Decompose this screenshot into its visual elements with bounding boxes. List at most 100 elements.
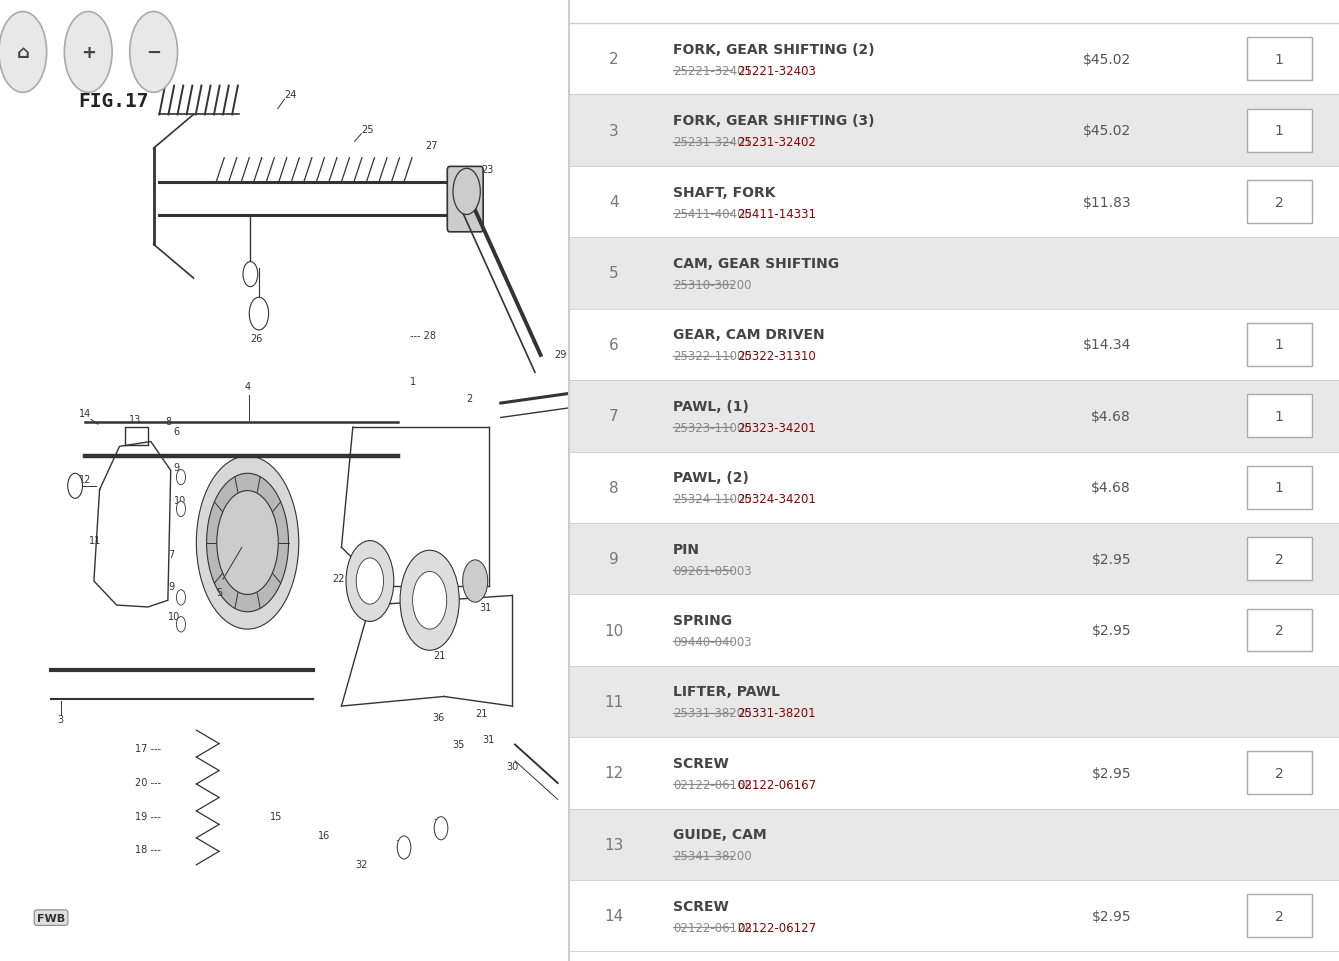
Text: $45.02: $45.02 xyxy=(1083,53,1131,66)
Bar xyxy=(1247,609,1312,652)
Text: 25231-32402: 25231-32402 xyxy=(738,136,815,149)
Text: 25322-31310: 25322-31310 xyxy=(738,350,815,363)
Text: 35: 35 xyxy=(453,740,465,750)
Text: 2: 2 xyxy=(1275,766,1284,780)
Text: 2: 2 xyxy=(1275,624,1284,637)
Text: 29: 29 xyxy=(554,350,566,359)
Text: 36: 36 xyxy=(432,713,445,723)
Text: FIG.17: FIG.17 xyxy=(79,91,149,111)
Text: 33: 33 xyxy=(395,840,408,850)
Text: 02122-06168: 02122-06168 xyxy=(674,778,753,791)
Text: +: + xyxy=(80,44,95,62)
Bar xyxy=(1247,466,1312,509)
Text: 15: 15 xyxy=(270,811,283,821)
Circle shape xyxy=(0,12,47,93)
Bar xyxy=(1247,752,1312,795)
Text: LIFTER, PAWL: LIFTER, PAWL xyxy=(674,685,781,699)
Text: 20 ---: 20 --- xyxy=(135,777,162,787)
Circle shape xyxy=(177,470,186,485)
Bar xyxy=(1247,110,1312,153)
Text: 13: 13 xyxy=(129,415,142,425)
Circle shape xyxy=(412,572,447,629)
Text: $2.95: $2.95 xyxy=(1091,766,1131,780)
Text: 32: 32 xyxy=(356,859,368,869)
Text: 9: 9 xyxy=(167,581,174,591)
Circle shape xyxy=(345,541,394,622)
Text: 02122-06128: 02122-06128 xyxy=(674,921,753,934)
Text: 1: 1 xyxy=(410,377,416,386)
Text: GEAR, CAM DRIVEN: GEAR, CAM DRIVEN xyxy=(674,328,825,342)
Text: 30: 30 xyxy=(506,761,518,771)
Text: 1: 1 xyxy=(1275,480,1284,495)
Text: FORK, GEAR SHIFTING (2): FORK, GEAR SHIFTING (2) xyxy=(674,42,874,57)
Bar xyxy=(569,452,1339,524)
Text: 1: 1 xyxy=(1275,409,1284,424)
Text: 1: 1 xyxy=(1275,338,1284,352)
Text: 10: 10 xyxy=(174,496,186,505)
Text: 25323-34201: 25323-34201 xyxy=(738,421,815,434)
Text: 5: 5 xyxy=(609,266,619,282)
Text: 18 ---: 18 --- xyxy=(135,845,161,854)
Text: 25331-38200: 25331-38200 xyxy=(674,706,751,720)
Bar xyxy=(1247,895,1312,937)
Text: 10: 10 xyxy=(167,612,181,622)
Text: 25310-38200: 25310-38200 xyxy=(674,279,751,291)
Text: SCREW: SCREW xyxy=(674,756,728,770)
Text: $4.68: $4.68 xyxy=(1091,480,1131,495)
Text: 21: 21 xyxy=(434,651,446,660)
Text: 4: 4 xyxy=(245,382,250,391)
Bar xyxy=(1247,181,1312,224)
Text: $4.68: $4.68 xyxy=(1091,409,1131,424)
Text: 12: 12 xyxy=(604,766,624,780)
Bar xyxy=(1247,38,1312,81)
Text: 6: 6 xyxy=(609,337,619,353)
Text: 26: 26 xyxy=(250,333,262,343)
Bar xyxy=(569,880,1339,951)
Circle shape xyxy=(453,169,481,215)
Text: 3: 3 xyxy=(56,715,63,725)
Text: 16: 16 xyxy=(317,830,329,840)
Circle shape xyxy=(177,502,186,517)
Text: $45.02: $45.02 xyxy=(1083,124,1131,138)
Text: 25411-40400: 25411-40400 xyxy=(674,208,753,220)
Text: GUIDE, CAM: GUIDE, CAM xyxy=(674,827,767,842)
Text: 17 ---: 17 --- xyxy=(135,744,162,753)
Text: 2: 2 xyxy=(1275,195,1284,209)
Text: 25411-14331: 25411-14331 xyxy=(738,208,817,220)
Bar xyxy=(569,666,1339,737)
Text: 25331-38201: 25331-38201 xyxy=(738,706,815,720)
Bar xyxy=(1247,324,1312,366)
Text: 1: 1 xyxy=(1275,124,1284,138)
Text: 2: 2 xyxy=(466,394,473,404)
Text: 25324-34201: 25324-34201 xyxy=(738,493,815,505)
Bar xyxy=(569,524,1339,595)
Text: --- 28: --- 28 xyxy=(410,331,435,340)
Text: 25324-11000: 25324-11000 xyxy=(674,493,751,505)
Text: 31: 31 xyxy=(482,734,495,744)
Text: 8: 8 xyxy=(165,417,171,427)
Text: 2: 2 xyxy=(609,52,619,67)
Text: $2.95: $2.95 xyxy=(1091,624,1131,637)
Text: 9: 9 xyxy=(174,463,179,473)
Circle shape xyxy=(398,836,411,859)
Text: 09440-04003: 09440-04003 xyxy=(674,635,751,649)
Text: SCREW: SCREW xyxy=(674,899,728,913)
Text: 02122-06167: 02122-06167 xyxy=(738,778,817,791)
Bar xyxy=(569,737,1339,809)
Text: 2: 2 xyxy=(1275,552,1284,566)
Text: 25: 25 xyxy=(362,125,374,135)
Text: CAM, GEAR SHIFTING: CAM, GEAR SHIFTING xyxy=(674,257,840,271)
Text: 8: 8 xyxy=(609,480,619,495)
Bar xyxy=(569,95,1339,166)
Text: 25341-38200: 25341-38200 xyxy=(674,850,751,862)
Circle shape xyxy=(434,817,447,840)
Bar xyxy=(569,809,1339,880)
Circle shape xyxy=(68,474,83,499)
Circle shape xyxy=(249,298,269,331)
Text: PAWL, (1): PAWL, (1) xyxy=(674,400,749,413)
Text: 21: 21 xyxy=(475,708,487,718)
Text: −: − xyxy=(146,44,161,62)
Circle shape xyxy=(242,262,258,287)
Text: $2.95: $2.95 xyxy=(1091,552,1131,566)
Text: 25221-32401: 25221-32401 xyxy=(674,64,753,78)
